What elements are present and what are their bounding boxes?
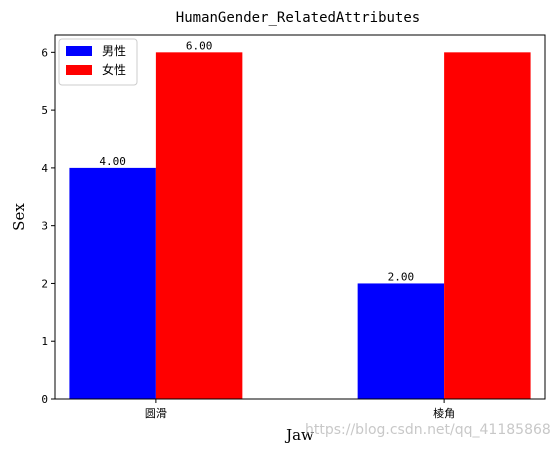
data-label: 4.00 bbox=[99, 155, 126, 168]
y-tick-label: 4 bbox=[41, 162, 48, 175]
axes-frame bbox=[54, 34, 546, 400]
data-label: 6.00 bbox=[186, 39, 213, 52]
y-tick-label: 3 bbox=[41, 220, 48, 233]
bar-男性-圆滑 bbox=[69, 167, 156, 399]
bar-女性-棱角 bbox=[444, 52, 531, 399]
legend-swatch bbox=[66, 65, 92, 75]
x-axis-label: Jaw bbox=[284, 426, 314, 444]
legend-entry: 女性 bbox=[102, 62, 126, 77]
y-axis-label: Sex bbox=[10, 203, 28, 231]
y-tick-label: 0 bbox=[41, 393, 48, 406]
x-tick-label: 棱角 bbox=[433, 407, 455, 420]
y-tick-label: 1 bbox=[41, 335, 48, 348]
legend-entry: 男性 bbox=[102, 44, 126, 58]
data-label: 2.00 bbox=[388, 270, 415, 283]
legend-swatch bbox=[66, 46, 92, 56]
y-tick-label: 6 bbox=[41, 46, 48, 59]
chart-title: HumanGender_RelatedAttributes bbox=[176, 10, 420, 26]
y-tick-label: 2 bbox=[41, 277, 48, 290]
plot-area: 4.00 2.00 6.00 0 1 2 3 4 5 6 圆滑 棱角 bbox=[41, 39, 531, 420]
y-tick-label: 5 bbox=[41, 104, 48, 117]
x-tick-label: 圆滑 bbox=[145, 407, 167, 420]
bar-女性-圆滑 bbox=[155, 52, 243, 399]
watermark: https://blog.csdn.net/qq_41185868 bbox=[305, 422, 551, 438]
bar-男性-棱角 bbox=[357, 283, 445, 399]
